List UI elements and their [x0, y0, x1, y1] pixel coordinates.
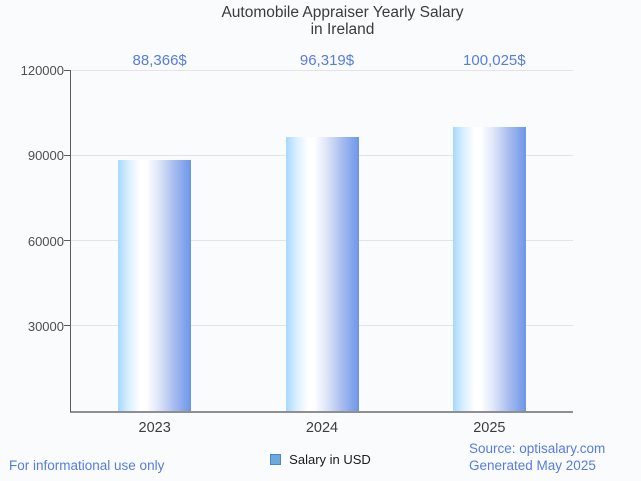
- legend-square-icon: [270, 454, 282, 465]
- bar-2025: [452, 126, 526, 411]
- y-tick-label: 30000: [27, 318, 64, 334]
- y-axis-tick: [64, 69, 70, 71]
- chart-title-line2: in Ireland: [310, 21, 375, 38]
- legend-label: Salary in USD: [289, 452, 371, 467]
- y-tick-label: 60000: [27, 233, 64, 249]
- value-label-2023: 88,366$: [132, 52, 187, 69]
- source-text: Source: optisalary.com: [469, 441, 606, 456]
- y-tick-label: 90000: [27, 148, 64, 164]
- x-tick-label-2023: 2023: [138, 420, 171, 436]
- attribution-block: Source: optisalary.com Generated May 202…: [469, 441, 605, 474]
- bar-2023: [118, 159, 192, 411]
- y-axis-tick: [64, 240, 70, 241]
- gridline: [71, 69, 573, 71]
- plot-area: 30000 60000 90000 120000 88,366$ 2023 96,319$ 2…: [21, 52, 573, 436]
- chart-title: Automobile Appraiser Yearly Salary in Ir…: [0, 4, 641, 38]
- legend: Salary in USD: [0, 452, 641, 467]
- x-tick-label-2025: 2025: [473, 420, 506, 436]
- bar-2024: [285, 137, 359, 411]
- x-tick-label-2024: 2024: [305, 420, 339, 436]
- y-tick-label: 120000: [20, 63, 64, 78]
- value-label-2024: 96,319$: [299, 52, 355, 69]
- chart-title-line1: Automobile Appraiser Yearly Salary: [221, 4, 464, 21]
- value-label-2025: 100,025$: [463, 52, 526, 69]
- y-axis-tick: [64, 325, 70, 327]
- generated-text: Generated May 2025: [469, 457, 596, 473]
- disclaimer-text: For informational use only: [9, 458, 165, 473]
- y-axis-tick: [64, 154, 70, 156]
